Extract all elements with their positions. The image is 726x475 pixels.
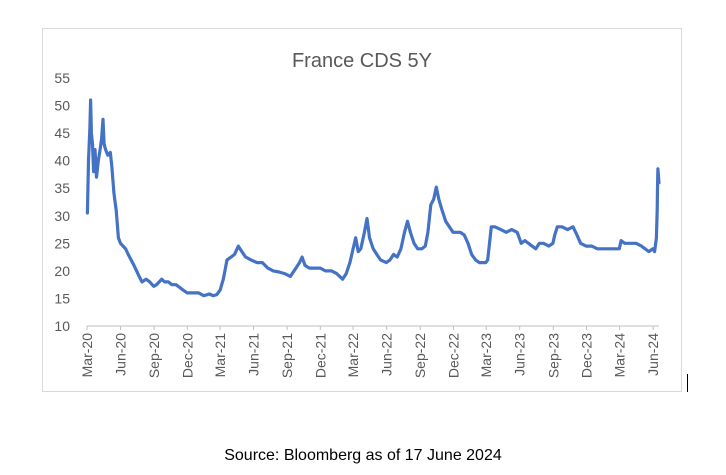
x-tick-label: Mar-21	[212, 333, 228, 378]
y-tick-label: 35	[54, 180, 70, 196]
source-note: Source: Bloomberg as of 17 June 2024	[224, 447, 502, 464]
x-tick-label: Jun-22	[379, 333, 395, 376]
series-group	[85, 98, 661, 298]
y-tick-label: 55	[54, 70, 70, 86]
x-axis-tick-labels: Mar-20 Jun-20 Sep-20 Dec-20 Mar-21 Jun-21 Sep-…	[79, 326, 661, 378]
y-tick-label: 50	[54, 98, 70, 114]
y-tick-label: 15	[54, 290, 70, 306]
x-tick-label: Mar-22	[345, 333, 361, 378]
line-chart: France CDS 5Y 10 15 20 25 30 35 40 45 50 55 Mar-2…	[54, 50, 661, 378]
y-tick-label: 25	[54, 235, 70, 251]
x-tick-label: Sep-21	[279, 333, 295, 378]
x-tick-label: Jun-21	[246, 333, 262, 376]
x-tick-label: Dec-22	[445, 333, 461, 378]
x-tick-label: Jun-24	[645, 333, 661, 376]
x-tick-label: Jun-23	[512, 333, 528, 376]
chart-title: France CDS 5Y	[292, 50, 432, 72]
x-tick-label: Mar-20	[79, 333, 95, 378]
chart-frame: France CDS 5Y 10 15 20 25 30 35 40 45 50 55 Mar-2…	[42, 28, 682, 392]
x-tick-label: Dec-20	[179, 333, 195, 378]
y-tick-label: 40	[54, 153, 70, 169]
y-axis-tick-labels: 10 15 20 25 30 35 40 45 50 55	[54, 70, 70, 334]
y-tick-label: 30	[54, 208, 70, 224]
x-tick-label: Sep-22	[412, 333, 428, 378]
x-tick-label: Sep-20	[146, 333, 162, 378]
text-cursor-mark	[687, 374, 688, 392]
x-tick-label: Mar-24	[612, 333, 628, 378]
y-tick-label: 45	[54, 125, 70, 141]
x-tick-label: Dec-21	[312, 333, 328, 378]
x-tick-label: Mar-23	[478, 333, 494, 378]
x-tick-label: Sep-23	[545, 333, 561, 378]
y-tick-label: 10	[54, 318, 70, 334]
series-line-0	[85, 98, 661, 298]
x-tick-label: Dec-23	[578, 333, 594, 378]
x-tick-label: Jun-20	[113, 333, 129, 376]
y-tick-label: 20	[54, 263, 70, 279]
